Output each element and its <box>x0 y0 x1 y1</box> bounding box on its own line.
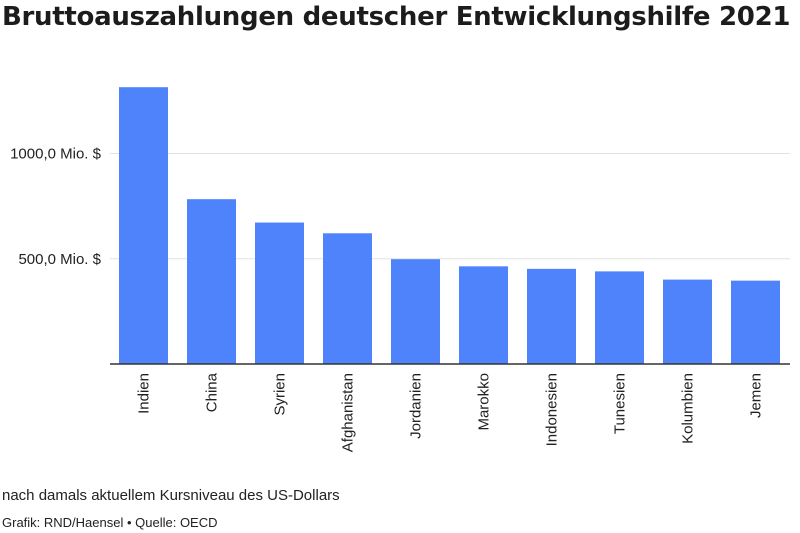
bar-afghanistan <box>323 233 372 364</box>
y-tick-label: 1000,0 Mio. $ <box>10 146 102 163</box>
chart-note: nach damals aktuellem Kursniveau des US-… <box>2 487 340 504</box>
chart-credit: Grafik: RND/Haensel • Quelle: OECD <box>2 515 218 530</box>
bar-tunesien <box>595 271 644 364</box>
x-tick-label: Jordanien <box>408 373 425 439</box>
x-axis-ticks: Indien China Syrien Afghanistan Jordanien Mar… <box>136 372 765 452</box>
x-tick-label: Kolumbien <box>680 373 697 444</box>
bar-china <box>187 199 236 364</box>
x-tick-label: China <box>204 372 221 412</box>
bar-indonesien <box>527 268 576 364</box>
bar-indien <box>119 87 168 364</box>
x-tick-label: Indien <box>136 373 153 414</box>
chart-title: Bruttoauszahlungen deutscher Entwicklung… <box>2 2 791 32</box>
bars <box>119 87 780 364</box>
y-axis-ticks: 500,0 Mio. $ 1000,0 Mio. $ <box>10 146 102 268</box>
x-tick-label: Jemen <box>748 373 765 418</box>
x-tick-label: Marokko <box>476 373 493 431</box>
bar-jordanien <box>391 259 440 364</box>
bar-marokko <box>459 266 508 364</box>
bar-jemen <box>731 280 780 364</box>
bar-syrien <box>255 222 304 364</box>
y-tick-label: 500,0 Mio. $ <box>18 251 101 268</box>
x-tick-label: Indonesien <box>544 373 561 446</box>
x-tick-label: Afghanistan <box>340 373 357 452</box>
x-tick-label: Tunesien <box>612 373 629 434</box>
bar-chart: 500,0 Mio. $ 1000,0 Mio. $ Indien China Syr… <box>10 87 790 452</box>
x-tick-label: Syrien <box>272 373 289 416</box>
bar-kolumbien <box>663 279 712 364</box>
